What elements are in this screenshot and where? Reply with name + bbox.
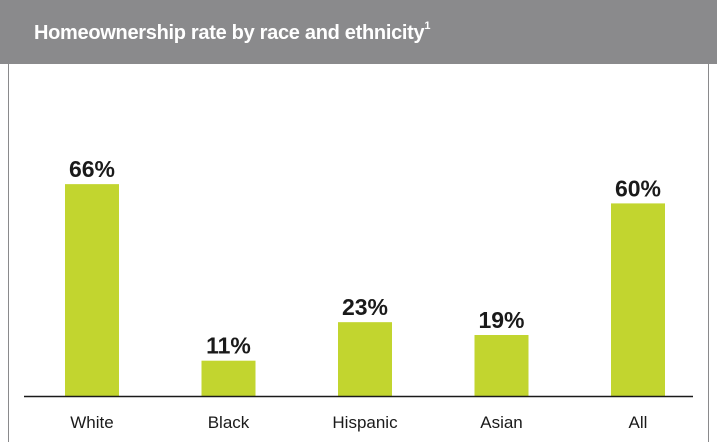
bar-all bbox=[611, 203, 665, 396]
bar-white bbox=[65, 184, 119, 396]
category-label-asian: Asian bbox=[480, 413, 523, 432]
category-label-hispanic: Hispanic bbox=[332, 413, 398, 432]
footnote-marker: 1 bbox=[424, 20, 431, 33]
value-label-white: 66% bbox=[69, 156, 115, 182]
bar-asian bbox=[474, 335, 529, 396]
value-label-all: 60% bbox=[615, 175, 661, 201]
category-label-black: Black bbox=[208, 413, 250, 432]
chart-title: Homeownership rate by race and ethnicity… bbox=[34, 20, 431, 45]
category-label-white: White bbox=[70, 413, 113, 432]
chart-title-text: Homeownership rate by race and ethnicity bbox=[34, 22, 425, 44]
chart-panel bbox=[8, 64, 709, 442]
bar-hispanic bbox=[338, 322, 392, 396]
category-label-all: All bbox=[629, 413, 648, 432]
chart-header: Homeownership rate by race and ethnicity… bbox=[0, 0, 717, 64]
value-label-hispanic: 23% bbox=[342, 294, 388, 320]
value-label-black: 11% bbox=[206, 333, 251, 359]
bar-black bbox=[201, 360, 256, 396]
value-label-asian: 19% bbox=[478, 307, 524, 333]
